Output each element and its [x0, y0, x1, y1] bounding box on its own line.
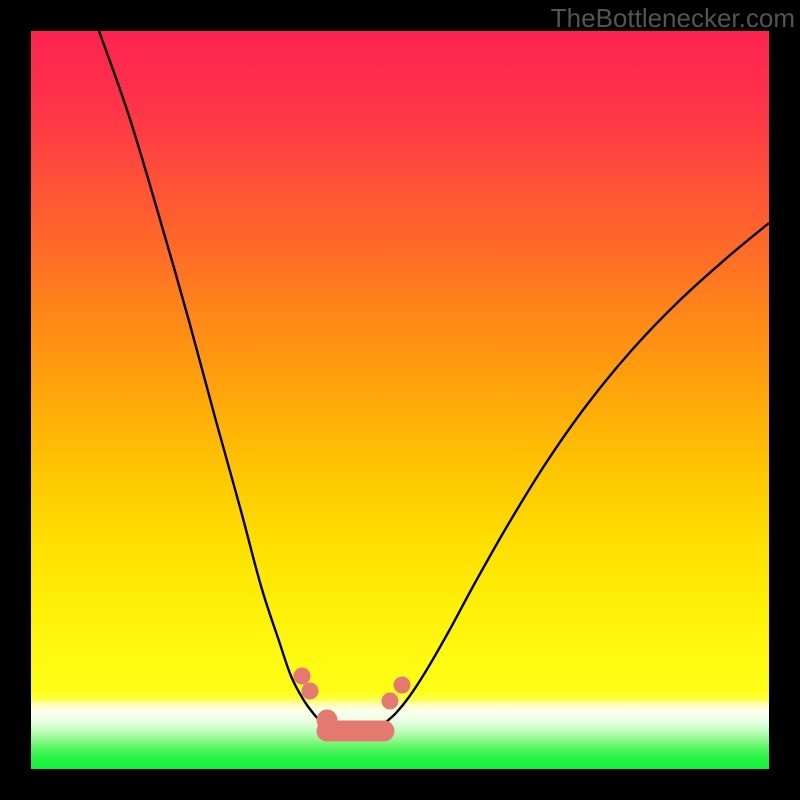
marker-dot	[382, 693, 399, 710]
bottleneck-curve-layer	[31, 31, 769, 769]
marker-dot	[394, 677, 411, 694]
curve-right-branch	[386, 223, 769, 722]
curve-left-branch	[99, 31, 321, 722]
marker-dot	[302, 683, 319, 700]
marker-dot	[294, 668, 311, 685]
plot-area	[31, 31, 769, 769]
watermark-text: TheBottlenecker.com	[551, 3, 795, 34]
marker-dot	[317, 710, 338, 731]
optimum-markers	[294, 668, 411, 742]
